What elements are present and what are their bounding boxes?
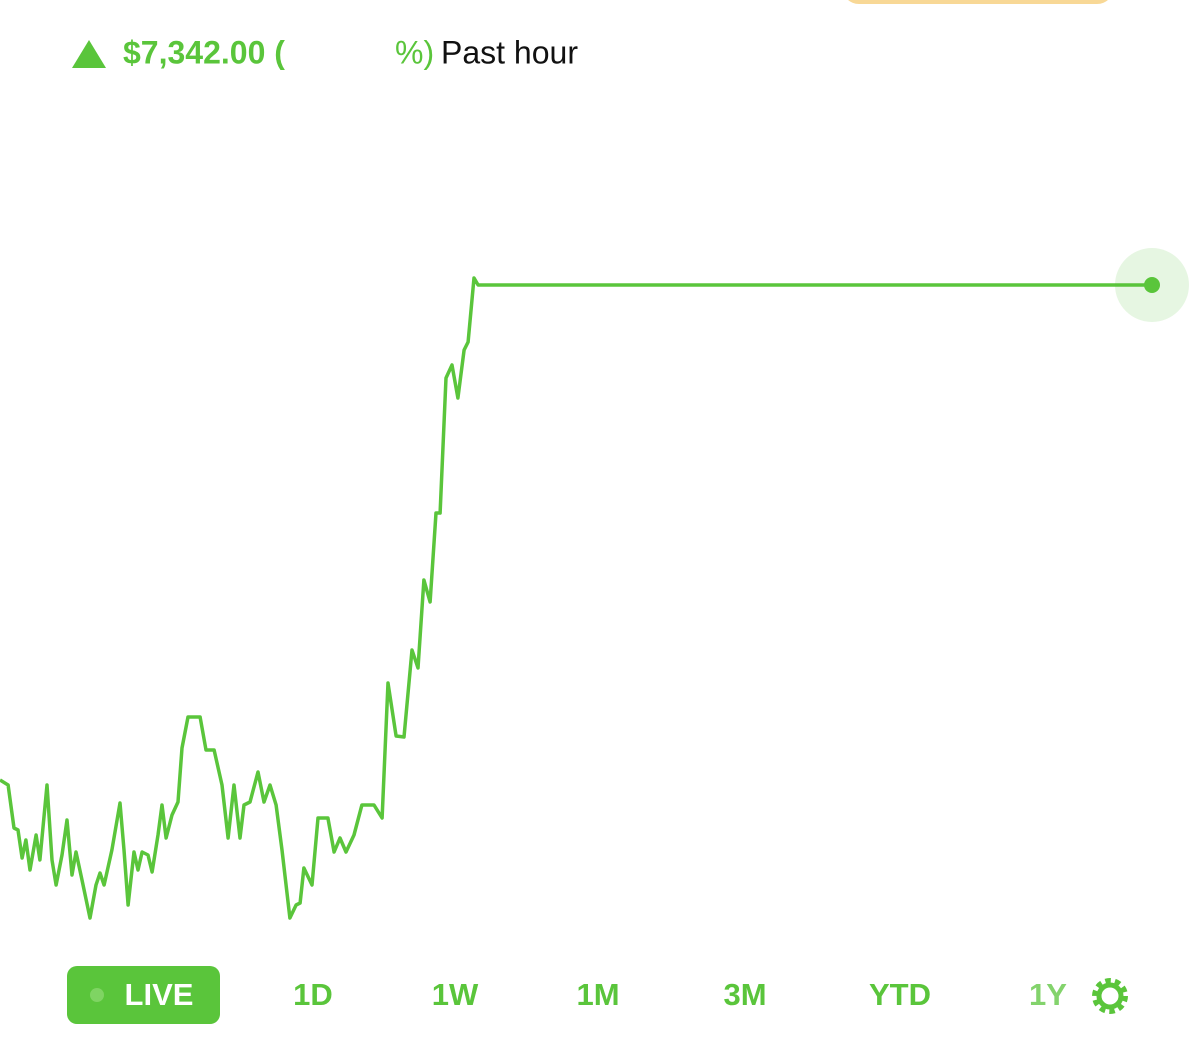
range-button[interactable]: 1M [576, 977, 619, 1012]
range-button[interactable]: LIVE [125, 977, 194, 1012]
chart [0, 248, 1189, 920]
range-selector: LIVE 1D 1W 1M 3M YTD 1Y [67, 966, 1067, 1024]
range-button[interactable]: 3M [723, 977, 766, 1012]
up-arrow [72, 40, 106, 68]
settings-gear[interactable] [1092, 978, 1128, 1014]
live-dot [90, 988, 104, 1002]
change-percent: %) [395, 34, 434, 70]
live-pill[interactable] [67, 966, 220, 1024]
period: Past hour [441, 34, 578, 70]
range-button[interactable]: 1W [432, 977, 479, 1012]
top-button[interactable] [842, 0, 1114, 4]
price-line [0, 276, 1152, 920]
range-button[interactable]: YTD [869, 977, 931, 1012]
current-point [1144, 277, 1160, 293]
range-button[interactable]: 1D [293, 977, 333, 1012]
change-amount: $7,342.00 ( [123, 34, 285, 70]
range-button[interactable]: 1Y [1029, 977, 1067, 1012]
